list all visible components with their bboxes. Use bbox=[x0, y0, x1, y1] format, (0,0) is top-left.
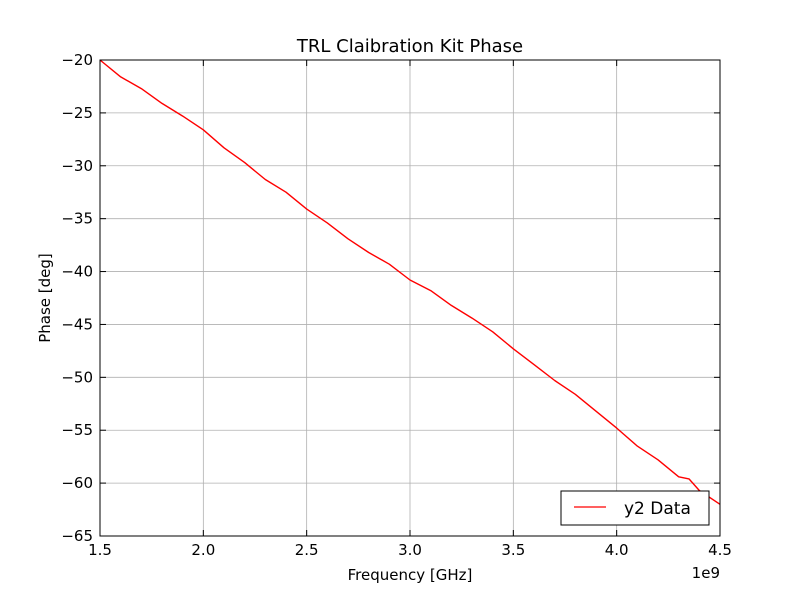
legend: y2 Data bbox=[560, 490, 710, 526]
x-tick-label: 2.0 bbox=[191, 541, 215, 559]
chart-title: TRL Claibration Kit Phase bbox=[296, 36, 523, 57]
y-tick-label: −60 bbox=[61, 474, 93, 492]
ticks: 1.5 2.0 2.5 3.0 3.5 4.0 4.5 −65 −60 −55 −50 −45 −40 −… bbox=[61, 51, 732, 559]
y-tick-label: −45 bbox=[61, 315, 93, 333]
series-layer bbox=[99, 59, 721, 505]
x-tick-label: 4.0 bbox=[605, 541, 629, 559]
x-tick-label: 3.5 bbox=[501, 541, 525, 559]
x-axis-label: Frequency [GHz] bbox=[348, 566, 473, 584]
x-tick-label: 1.5 bbox=[88, 541, 112, 559]
series-line-y2-data bbox=[99, 59, 721, 505]
y-tick-label: −30 bbox=[61, 157, 93, 175]
x-tick-label: 2.5 bbox=[295, 541, 319, 559]
x-tick-label: 4.5 bbox=[708, 541, 732, 559]
y-tick-label: −40 bbox=[61, 263, 93, 281]
legend-label: y2 Data bbox=[624, 499, 691, 519]
y-tick-label: −35 bbox=[61, 210, 93, 228]
y-tick-label: −55 bbox=[61, 421, 93, 439]
y-tick-label: −25 bbox=[61, 104, 93, 122]
x-offset-label: 1e9 bbox=[692, 564, 720, 582]
grid bbox=[99, 59, 721, 537]
y-tick-label: −20 bbox=[61, 51, 93, 69]
y-tick-label: −65 bbox=[61, 527, 93, 545]
y-axis-label: Phase [deg] bbox=[36, 253, 54, 343]
y-tick-label: −50 bbox=[61, 368, 93, 386]
legend-box bbox=[560, 490, 710, 526]
x-tick-label: 3.0 bbox=[398, 541, 422, 559]
